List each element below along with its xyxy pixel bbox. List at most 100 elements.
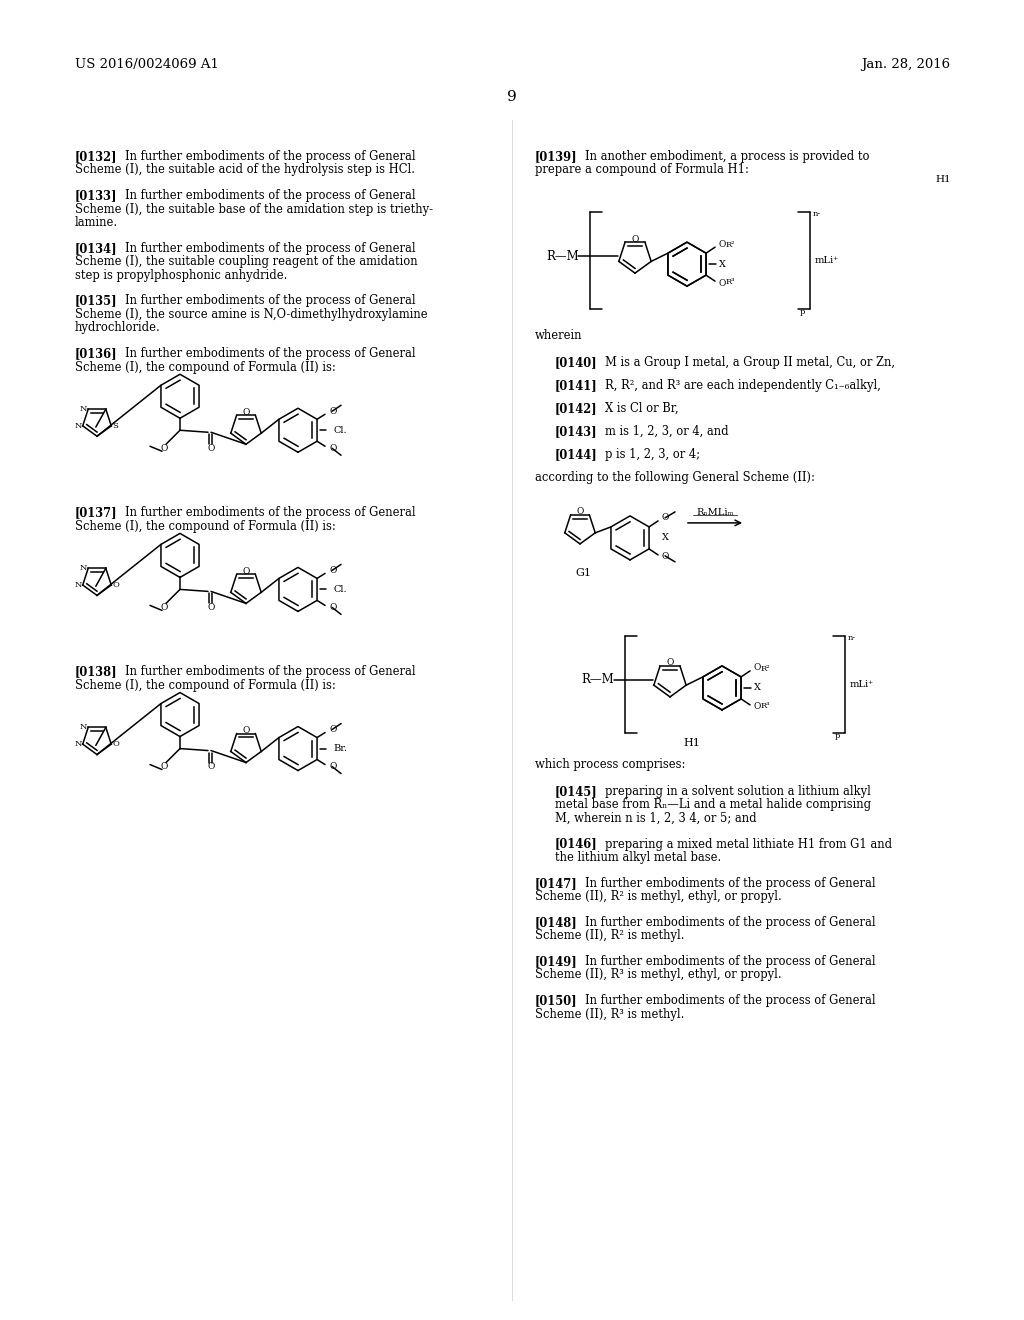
Text: O: O [207,603,215,612]
Text: mLi⁺: mLi⁺ [850,680,874,689]
Text: In further embodiments of the process of General: In further embodiments of the process of… [585,954,876,968]
Text: O: O [329,725,337,734]
Text: X: X [719,260,726,269]
Text: [0142]: [0142] [555,403,598,414]
Text: O: O [718,240,725,248]
Text: [0137]: [0137] [75,507,118,519]
Text: X: X [662,533,669,543]
Text: R²: R² [760,665,770,673]
Text: In further embodiments of the process of General: In further embodiments of the process of… [125,665,416,678]
Text: Cl.: Cl. [333,426,347,434]
Text: O: O [329,444,337,453]
Text: O: O [329,603,337,612]
Text: In further embodiments of the process of General: In further embodiments of the process of… [585,916,876,929]
Text: In further embodiments of the process of General: In further embodiments of the process of… [125,242,416,255]
Text: O: O [207,762,215,771]
Text: [0147]: [0147] [535,876,578,890]
Text: metal base from Rₙ—Li and a metal halide comprising: metal base from Rₙ—Li and a metal halide… [555,799,871,812]
Text: Scheme (I), the compound of Formula (II) is:: Scheme (I), the compound of Formula (II)… [75,360,336,374]
Text: In further embodiments of the process of General: In further embodiments of the process of… [125,294,416,308]
Text: Jan. 28, 2016: Jan. 28, 2016 [861,58,950,71]
Text: O: O [753,702,761,711]
Text: Scheme (I), the suitable coupling reagent of the amidation: Scheme (I), the suitable coupling reagen… [75,255,418,268]
Text: according to the following General Scheme (II):: according to the following General Schem… [535,471,815,484]
Text: n-: n- [848,634,856,642]
Text: [0134]: [0134] [75,242,118,255]
Text: O: O [667,659,674,668]
Text: N: N [75,741,82,748]
Text: In further embodiments of the process of General: In further embodiments of the process of… [125,189,416,202]
Text: [0133]: [0133] [75,189,118,202]
Text: Scheme (I), the suitable acid of the hydrolysis step is HCl.: Scheme (I), the suitable acid of the hyd… [75,164,415,177]
Text: N: N [75,422,82,430]
Text: hydrochloride.: hydrochloride. [75,322,161,334]
Text: X is Cl or Br,: X is Cl or Br, [605,403,679,414]
Text: [0150]: [0150] [535,994,578,1007]
Text: step is propylphosphonic anhydride.: step is propylphosphonic anhydride. [75,269,288,281]
Text: N: N [80,723,87,731]
Text: O: O [329,407,337,416]
Text: R—M: R—M [547,249,580,263]
Text: [0138]: [0138] [75,665,118,678]
Text: Br.: Br. [333,744,347,752]
Text: Scheme (II), R² is methyl.: Scheme (II), R² is methyl. [535,929,684,942]
Text: [0143]: [0143] [555,425,598,438]
Text: [0145]: [0145] [555,785,598,797]
Text: Cl.: Cl. [333,585,347,594]
Text: O: O [161,603,168,612]
Text: In further embodiments of the process of General: In further embodiments of the process of… [125,347,416,360]
Text: O: O [753,664,761,672]
Text: Scheme (I), the source amine is N,O-dimethylhydroxylamine: Scheme (I), the source amine is N,O-dime… [75,308,428,321]
Text: [0149]: [0149] [535,954,578,968]
Text: Scheme (I), the suitable base of the amidation step is triethy-: Scheme (I), the suitable base of the ami… [75,203,433,215]
Text: O: O [161,444,168,453]
Text: O: O [243,566,250,576]
Text: R³: R³ [725,279,734,286]
Text: lamine.: lamine. [75,216,118,230]
Text: 9: 9 [507,90,517,104]
Text: H1: H1 [935,174,950,183]
Text: p is 1, 2, 3, or 4;: p is 1, 2, 3, or 4; [605,447,700,461]
Text: [0140]: [0140] [555,356,598,370]
Text: O: O [243,726,250,735]
Text: [0144]: [0144] [555,447,598,461]
Text: S: S [113,422,118,430]
Text: H1: H1 [684,738,700,748]
Text: prepare a compound of Formula H1:: prepare a compound of Formula H1: [535,164,749,177]
Text: O: O [243,408,250,417]
Text: [0146]: [0146] [555,838,598,850]
Text: O: O [161,762,168,771]
Text: In further embodiments of the process of General: In further embodiments of the process of… [125,150,416,162]
Text: Scheme (II), R² is methyl, ethyl, or propyl.: Scheme (II), R² is methyl, ethyl, or pro… [535,890,781,903]
Text: O: O [329,762,337,771]
Text: R, R², and R³ are each independently C₁₋₆alkyl,: R, R², and R³ are each independently C₁₋… [605,379,881,392]
Text: N: N [75,581,82,589]
Text: [0139]: [0139] [535,150,578,162]
Text: Scheme (I), the compound of Formula (II) is:: Scheme (I), the compound of Formula (II)… [75,678,336,692]
Text: p: p [835,731,840,741]
Text: In another embodiment, a process is provided to: In another embodiment, a process is prov… [585,150,869,162]
Text: O: O [207,444,215,453]
Text: M, wherein n is 1, 2, 3 4, or 5; and: M, wherein n is 1, 2, 3 4, or 5; and [555,812,757,825]
Text: O: O [113,581,119,589]
Text: [0132]: [0132] [75,150,118,162]
Text: the lithium alkyl metal base.: the lithium alkyl metal base. [555,851,721,865]
Text: G1: G1 [575,568,591,578]
Text: O: O [632,235,639,244]
Text: O: O [329,566,337,576]
Text: which process comprises:: which process comprises: [535,758,685,771]
Text: N: N [80,405,87,413]
Text: preparing in a solvent solution a lithium alkyl: preparing in a solvent solution a lithiu… [605,785,870,797]
Text: O: O [662,513,669,523]
Text: p: p [800,308,805,317]
Text: US 2016/0024069 A1: US 2016/0024069 A1 [75,58,219,71]
Text: R²: R² [725,242,734,249]
Text: m is 1, 2, 3, or 4, and: m is 1, 2, 3, or 4, and [605,425,729,438]
Text: O: O [662,552,669,561]
Text: [0141]: [0141] [555,379,598,392]
Text: [0148]: [0148] [535,916,578,929]
Text: preparing a mixed metal lithiate H1 from G1 and: preparing a mixed metal lithiate H1 from… [605,838,892,850]
Text: Scheme (II), R³ is methyl, ethyl, or propyl.: Scheme (II), R³ is methyl, ethyl, or pro… [535,969,781,982]
Text: R—M: R—M [582,673,614,686]
Text: X: X [754,684,761,693]
